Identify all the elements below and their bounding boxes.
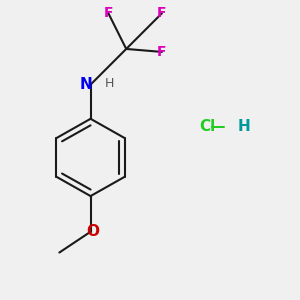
Text: F: F xyxy=(103,6,113,20)
Text: F: F xyxy=(157,45,167,59)
Text: H: H xyxy=(105,76,115,90)
Text: N: N xyxy=(80,77,92,92)
Text: F: F xyxy=(157,6,167,20)
Text: Cl: Cl xyxy=(199,119,215,134)
Text: H: H xyxy=(237,119,250,134)
Text: —: — xyxy=(206,119,231,134)
Text: O: O xyxy=(86,224,99,239)
